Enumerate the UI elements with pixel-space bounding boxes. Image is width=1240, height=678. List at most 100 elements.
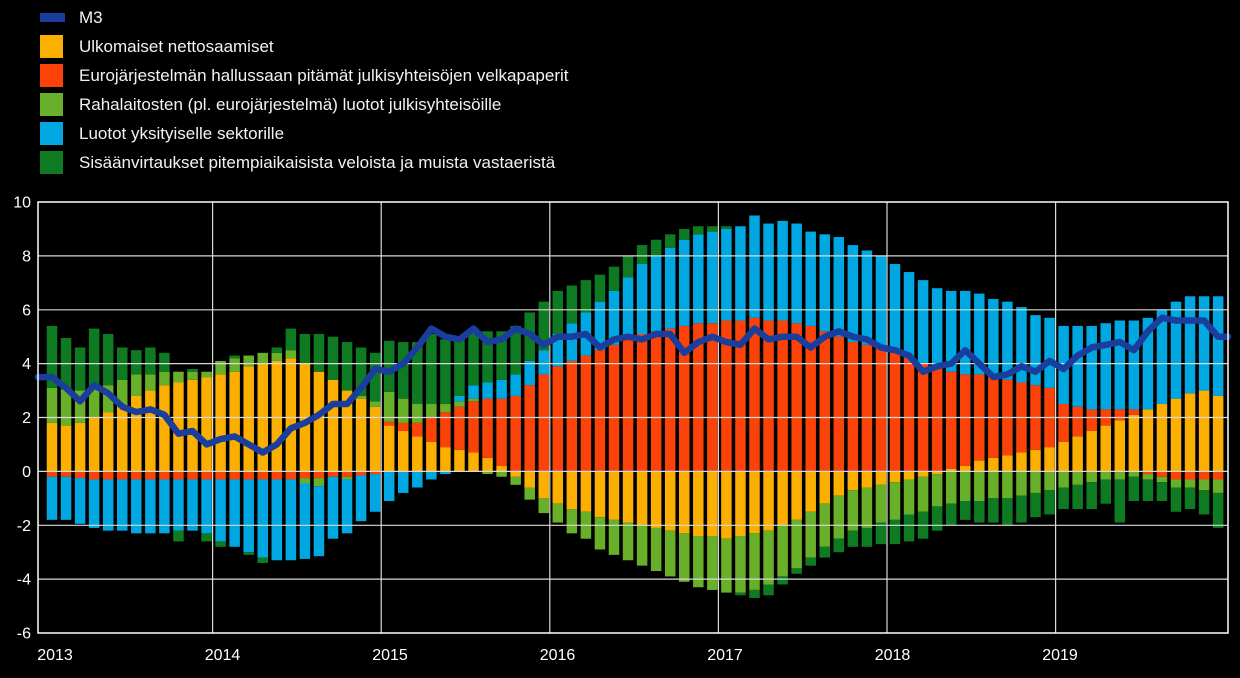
bar-segment [215,374,226,472]
bar-segment [538,301,549,351]
bar-segment [1030,471,1041,493]
bar-segment [440,412,451,448]
bar-segment [173,371,184,383]
bar-segment [327,471,339,477]
bar-segment [707,226,718,232]
bar-segment [735,226,746,321]
bar-segment [74,478,86,524]
bar-segment [805,231,816,326]
bar-segment [1170,487,1182,512]
bar-segment [1128,409,1140,415]
bar-segment [1016,307,1027,383]
bar-segment [398,471,409,493]
bar-segment [355,471,367,476]
bar-segment [805,471,816,512]
legend-item: Ulkomaiset nettosaamiset [40,32,568,61]
bar-segment [594,350,606,472]
bar-segment [763,320,774,472]
bar-segment [1086,482,1097,510]
bar-segment [117,471,128,480]
swatch-fill [40,122,63,145]
bar-segment [60,389,72,426]
bar-segment [426,333,437,405]
bar-segment [482,331,493,383]
bar-segment [131,479,142,534]
bar-segment [1100,323,1111,410]
bar-segment [440,471,451,475]
bar-segment [608,519,620,555]
bar-segment [538,471,549,499]
bar-segment [622,255,634,278]
bar-segment [1212,395,1224,472]
bar-segment [1058,471,1069,488]
bar-segment [679,533,690,582]
bar-segment [931,369,943,472]
bar-segment [777,471,788,526]
bar-segment [1002,455,1013,472]
bar-segment [88,471,100,480]
bar-segment [426,471,437,480]
bar-segment [313,371,325,472]
bar-segment [749,589,760,598]
bar-segment [917,471,929,477]
y-axis-tick-label: 4 [22,356,31,373]
bar-segment [1184,479,1196,488]
legend-color-swatch [40,64,65,87]
bar-segment [412,471,423,488]
bar-segment [777,220,788,321]
bar-segment [636,471,648,526]
bar-segment [117,479,128,531]
bar-segment [398,398,409,423]
bar-segment [159,385,170,472]
bar-segment [102,412,114,472]
bar-segment [159,479,170,534]
x-axis-tick-label: 2017 [707,647,743,664]
bar-segment [636,525,648,566]
bar-segment [1198,471,1210,480]
y-axis-tick-label: 2 [22,410,31,427]
bar-segment [426,404,437,418]
bar-segment [960,465,971,472]
bar-segment [552,503,564,523]
bar-segment [145,390,156,472]
legend-color-swatch [40,122,65,145]
bar-segment [622,471,634,523]
bar-segment [960,290,971,375]
bar-segment [566,509,578,534]
bar-segment [945,290,957,372]
bar-segment [875,347,887,472]
legend-item: Rahalaitosten (pl. eurojärjestelmä) luot… [40,90,568,119]
bar-segment [60,471,72,477]
bar-segment [988,498,999,523]
bar-segment [341,471,353,477]
bar-segment [88,328,100,388]
bar-segment [229,358,240,372]
bar-segment [496,471,507,477]
bar-segment [369,401,381,407]
bar-segment [931,506,943,531]
bar-segment [707,231,718,324]
bar-segment [271,479,283,561]
bar-segment [1184,471,1196,480]
bar-segment [903,272,915,359]
bar-segment [243,366,254,472]
bar-segment [889,482,901,520]
bar-segment [257,557,268,563]
legend-item: Sisäänvirtaukset pitempiaikaisista veloi… [40,148,568,177]
bar-segment [749,533,760,590]
bar-segment [383,391,395,422]
bar-segment [1184,393,1196,472]
bar-segment [945,471,957,504]
bar-segment [341,390,353,472]
bar-segment [271,471,283,480]
bar-segment [257,471,268,480]
bar-segment [355,347,367,396]
bar-segment [257,352,268,364]
bar-segment [102,471,114,480]
m3-line [34,314,1232,456]
bar-segment [903,358,915,472]
bar-segment [524,487,535,500]
bar-segment [131,350,142,375]
bar-segment [679,239,690,326]
